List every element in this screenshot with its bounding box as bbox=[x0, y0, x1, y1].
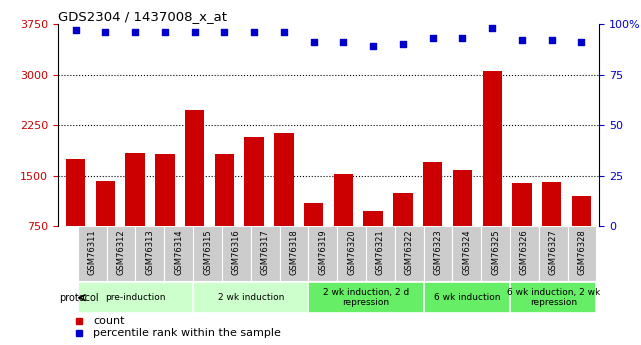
Bar bbox=[106, 226, 135, 280]
Bar bbox=[366, 226, 395, 280]
Text: GDS2304 / 1437008_x_at: GDS2304 / 1437008_x_at bbox=[58, 10, 227, 23]
Bar bbox=[155, 154, 174, 226]
Point bbox=[130, 29, 140, 35]
Text: GSM76311: GSM76311 bbox=[88, 229, 97, 275]
Text: GSM76317: GSM76317 bbox=[261, 229, 270, 275]
Bar bbox=[423, 162, 442, 226]
Point bbox=[428, 36, 438, 41]
Point bbox=[576, 40, 587, 45]
Point bbox=[547, 38, 557, 43]
Bar bbox=[126, 154, 145, 226]
Text: GSM76324: GSM76324 bbox=[462, 229, 471, 275]
Point bbox=[338, 40, 349, 45]
Bar bbox=[483, 71, 502, 226]
Bar bbox=[96, 181, 115, 226]
Bar bbox=[78, 226, 106, 280]
Bar bbox=[539, 226, 568, 280]
Bar bbox=[453, 226, 481, 280]
Text: GSM76322: GSM76322 bbox=[404, 229, 413, 275]
Bar bbox=[510, 282, 597, 313]
Bar bbox=[215, 154, 234, 226]
Bar bbox=[512, 183, 531, 226]
Bar bbox=[510, 226, 539, 280]
Point bbox=[308, 40, 319, 45]
Point bbox=[279, 29, 289, 35]
Text: pre-induction: pre-induction bbox=[105, 293, 166, 302]
Text: GSM76315: GSM76315 bbox=[203, 229, 212, 275]
Text: protocol: protocol bbox=[59, 293, 99, 303]
Point bbox=[517, 38, 527, 43]
Bar bbox=[568, 226, 597, 280]
Text: percentile rank within the sample: percentile rank within the sample bbox=[93, 328, 281, 338]
Bar bbox=[164, 226, 193, 280]
Bar bbox=[572, 196, 591, 226]
Text: GSM76321: GSM76321 bbox=[376, 229, 385, 275]
Point bbox=[398, 42, 408, 47]
Bar bbox=[424, 226, 453, 280]
Bar bbox=[193, 282, 308, 313]
Point bbox=[219, 29, 229, 35]
Text: 2 wk induction, 2 d
repression: 2 wk induction, 2 d repression bbox=[323, 288, 409, 307]
Text: GSM76313: GSM76313 bbox=[146, 229, 154, 275]
Point bbox=[160, 29, 170, 35]
Text: GSM76316: GSM76316 bbox=[232, 229, 241, 275]
Bar bbox=[308, 282, 424, 313]
Bar bbox=[363, 211, 383, 226]
Bar bbox=[66, 159, 85, 226]
Bar bbox=[251, 226, 279, 280]
Bar bbox=[424, 282, 510, 313]
Text: 2 wk induction: 2 wk induction bbox=[217, 293, 284, 302]
Point bbox=[368, 43, 378, 49]
Bar bbox=[135, 226, 164, 280]
Text: GSM76312: GSM76312 bbox=[117, 229, 126, 275]
Text: GSM76328: GSM76328 bbox=[578, 229, 587, 275]
Bar bbox=[304, 203, 323, 226]
Point bbox=[249, 29, 259, 35]
Point bbox=[487, 26, 497, 31]
Text: GSM76318: GSM76318 bbox=[290, 229, 299, 275]
Bar bbox=[393, 193, 413, 226]
Text: GSM76319: GSM76319 bbox=[318, 229, 328, 275]
Text: GSM76314: GSM76314 bbox=[174, 229, 183, 275]
Point bbox=[100, 29, 110, 35]
Bar bbox=[222, 226, 251, 280]
Bar bbox=[185, 110, 204, 226]
Bar bbox=[308, 226, 337, 280]
Bar bbox=[279, 226, 308, 280]
Text: count: count bbox=[93, 316, 124, 326]
Bar bbox=[244, 137, 264, 226]
Text: GSM76326: GSM76326 bbox=[520, 229, 529, 275]
Point bbox=[71, 28, 81, 33]
Text: GSM76323: GSM76323 bbox=[433, 229, 442, 275]
Bar bbox=[334, 174, 353, 226]
Bar bbox=[337, 226, 366, 280]
Bar bbox=[193, 226, 222, 280]
Text: GSM76320: GSM76320 bbox=[347, 229, 356, 275]
Bar bbox=[481, 226, 510, 280]
Bar bbox=[542, 182, 562, 226]
Point bbox=[190, 29, 200, 35]
Bar bbox=[78, 282, 193, 313]
Point bbox=[457, 36, 467, 41]
Text: 6 wk induction, 2 wk
repression: 6 wk induction, 2 wk repression bbox=[506, 288, 600, 307]
Bar bbox=[395, 226, 424, 280]
Bar bbox=[453, 170, 472, 226]
Bar bbox=[274, 133, 294, 226]
Text: GSM76327: GSM76327 bbox=[549, 229, 558, 275]
Text: 6 wk induction: 6 wk induction bbox=[433, 293, 500, 302]
Text: GSM76325: GSM76325 bbox=[491, 229, 500, 275]
